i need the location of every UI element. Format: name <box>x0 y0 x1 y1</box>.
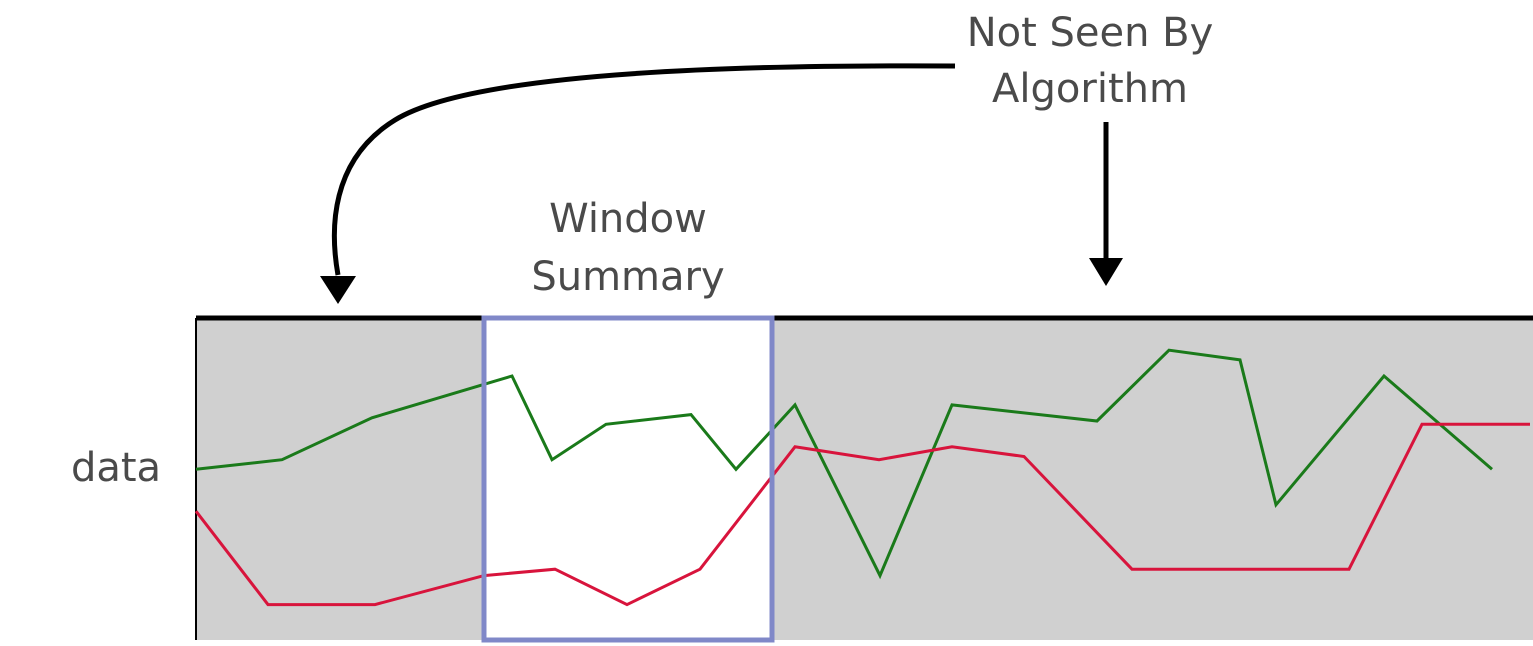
window-region-fill <box>484 318 772 640</box>
not-seen-label-line1: Not Seen By <box>967 10 1214 56</box>
window-summary-box <box>481 315 775 643</box>
unseen-data-region <box>196 318 1533 640</box>
green-series-line <box>195 348 1493 580</box>
down-arrow-head <box>1089 258 1123 286</box>
window-label-line1: Window <box>549 196 707 242</box>
window-label-line2: Summary <box>531 254 724 300</box>
red-series-line <box>194 422 1530 607</box>
y-axis-label: data <box>71 445 161 491</box>
curved-arrow-left-head <box>320 276 356 304</box>
curved-arrow-left <box>331 63 956 276</box>
not-seen-label-line2: Algorithm <box>992 66 1188 112</box>
